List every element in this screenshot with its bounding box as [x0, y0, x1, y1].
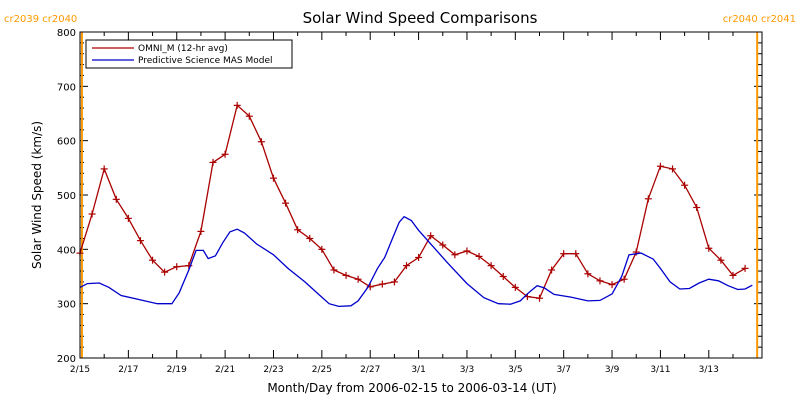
x-tick-label: 3/9 — [605, 365, 620, 375]
legend-box — [85, 39, 293, 69]
omni-data-point — [536, 294, 544, 302]
omni-data-point — [282, 199, 290, 207]
legend: OMNI_M (12-hr avg) Predictive Science MA… — [85, 39, 293, 69]
omni-data-point — [511, 283, 519, 291]
omni-data-point — [112, 195, 120, 203]
x-tick-label: 2/17 — [118, 365, 138, 375]
omni-data-point — [439, 241, 447, 249]
y-axis-label: Solar Wind Speed (km/s) — [30, 121, 44, 269]
omni-data-point — [209, 158, 217, 166]
omni-data-point — [245, 112, 253, 120]
y-tick-label: 800 — [57, 28, 76, 39]
omni-data-point — [124, 214, 132, 222]
omni-data-point — [499, 273, 507, 280]
omni-data-point — [584, 270, 592, 278]
mas-series-line — [79, 215, 753, 308]
x-tick-label: 3/11 — [650, 365, 670, 375]
x-tick-label: 3/5 — [508, 365, 522, 375]
omni-data-point — [100, 165, 108, 173]
plot-frame — [79, 31, 763, 359]
omni-data-point — [354, 275, 362, 283]
omni-data-point — [294, 226, 302, 234]
omni-data-point — [451, 251, 459, 259]
x-tick-label: 2/23 — [263, 365, 283, 375]
omni-data-point — [596, 277, 604, 285]
omni-data-point — [681, 181, 689, 189]
omni-data-point — [644, 195, 652, 203]
omni-data-point — [330, 266, 338, 274]
y-tick-label: 300 — [57, 300, 76, 311]
x-tick-label: 2/15 — [70, 365, 90, 375]
axes-layer: 200 300 400 500 600 700 800 2/15 2/17 2/19 2/21 2/2… — [57, 28, 762, 375]
x-tick-label: 2/27 — [360, 365, 380, 375]
carrington-label: cr2040 cr2041 — [723, 14, 796, 25]
omni-data-point — [173, 263, 181, 271]
omni-data-point — [221, 150, 229, 158]
omni-data-point — [427, 232, 435, 240]
omni-data-point — [88, 210, 96, 218]
x-tick-label: 2/21 — [215, 365, 235, 375]
omni-data-point — [136, 237, 144, 245]
series-layer — [76, 101, 753, 308]
legend-label-mas: Predictive Science MAS Model — [138, 56, 273, 66]
y-tick-label: 700 — [57, 82, 76, 93]
x-tick-label: 3/3 — [460, 365, 474, 375]
y-tick-label: 200 — [57, 354, 76, 365]
y-tick-label: 500 — [57, 191, 76, 202]
omni-data-point — [233, 101, 241, 109]
omni-data-point — [342, 271, 350, 279]
x-tick-label: 2/19 — [167, 365, 187, 375]
omni-data-point — [705, 244, 713, 252]
omni-data-point — [548, 266, 556, 274]
omni-data-point — [415, 253, 423, 261]
omni-series-line — [79, 104, 746, 299]
omni-data-point — [197, 227, 205, 235]
omni-data-point — [620, 275, 628, 283]
omni-data-point — [741, 264, 749, 272]
omni-data-point — [306, 234, 314, 242]
omni-data-point — [378, 280, 386, 288]
omni-data-point — [269, 174, 277, 182]
omni-data-point — [318, 245, 326, 253]
omni-data-point — [185, 262, 193, 270]
omni-data-point — [402, 262, 410, 270]
omni-data-point — [390, 278, 398, 286]
chart-title: Solar Wind Speed Comparisons — [303, 9, 538, 27]
y-tick-label: 600 — [57, 137, 76, 148]
omni-data-point — [669, 165, 677, 173]
omni-data-point — [693, 203, 701, 211]
omni-data-point — [560, 250, 568, 258]
omni-data-point — [656, 162, 664, 170]
omni-data-point — [487, 262, 495, 270]
omni-data-point — [257, 138, 265, 146]
x-tick-label: 3/13 — [699, 365, 719, 375]
legend-label-omni: OMNI_M (12-hr avg) — [138, 44, 228, 54]
omni-data-point — [475, 252, 483, 260]
y-axis-title-group: Solar Wind Speed (km/s) — [30, 121, 44, 269]
omni-data-point — [572, 250, 580, 258]
x-tick-label: 3/1 — [411, 365, 425, 375]
omni-data-point — [729, 271, 737, 279]
omni-data-point — [717, 256, 725, 264]
y-tick-label: 400 — [57, 245, 76, 256]
x-tick-label: 3/7 — [556, 365, 570, 375]
carrington-label: cr2039 cr2040 — [4, 14, 77, 25]
omni-data-point — [463, 247, 471, 255]
carrington-markers: cr2039 cr2040 cr2040 cr2041 — [4, 14, 796, 358]
omni-data-point — [149, 256, 157, 264]
x-axis-label: Month/Day from 2006-02-15 to 2006-03-14 … — [267, 381, 556, 395]
omni-data-point — [161, 268, 169, 276]
omni-data-point — [608, 281, 616, 289]
x-tick-label: 2/25 — [312, 365, 332, 375]
